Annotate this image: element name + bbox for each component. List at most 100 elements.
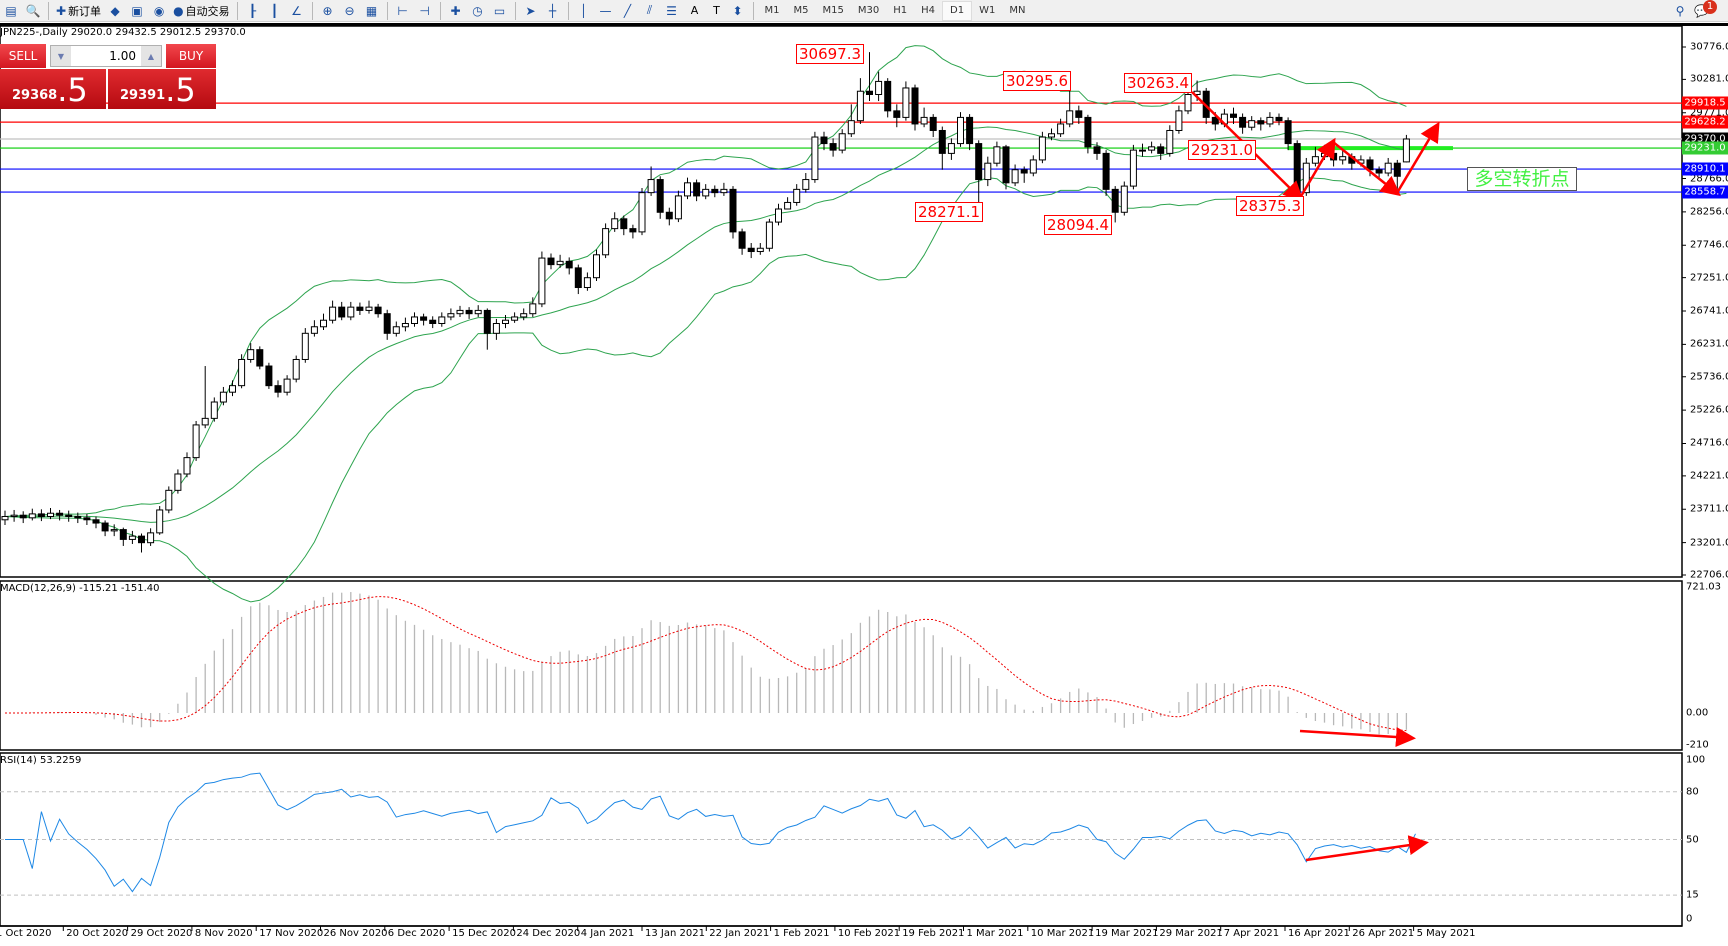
terminal-button[interactable]: ▣ (126, 1, 148, 21)
timeframe-m15-button[interactable]: M15 (822, 5, 844, 16)
line-chart-icon: ∠ (291, 3, 302, 18)
candle-body (1157, 146, 1165, 154)
timeframe-mn-button[interactable]: MN (1009, 5, 1026, 16)
candle (684, 177, 691, 200)
new-chart-button[interactable]: ▤ (0, 1, 22, 21)
tile-windows-button[interactable]: ▦ (361, 1, 383, 21)
trend-reversal-note[interactable]: 多空转折点 (1467, 167, 1577, 191)
zoom-out-button[interactable]: ⊖ (339, 1, 361, 21)
text-label-button[interactable]: T (705, 1, 727, 21)
timeframe-m5-button[interactable]: M5 (793, 5, 809, 16)
new-order-button[interactable]: ✚ 新订单 (53, 1, 104, 21)
price-tick-label: 25736.0 (1690, 371, 1728, 383)
equidistant-channel-icon: ⫽ (646, 3, 653, 17)
search-icon[interactable]: ⚲ (1675, 3, 1685, 18)
fibonacci-button[interactable]: ☰ (661, 1, 683, 21)
bollinger-upper-band (4, 45, 1407, 518)
candle-body (975, 143, 983, 181)
candle-body (447, 313, 455, 318)
candlestick-button[interactable]: ┃ (264, 1, 286, 21)
candle (65, 510, 73, 522)
candle-body (301, 332, 309, 360)
timeframe-d1-button[interactable]: D1 (942, 0, 973, 21)
autoscroll-icon: ⊣ (419, 3, 430, 18)
price-tick-label: 30281.0 (1690, 73, 1728, 85)
macd-tick-label: 0.00 (1686, 707, 1709, 719)
candle (1093, 142, 1101, 160)
red-trend-arrow (1299, 727, 1416, 748)
text-button[interactable]: A (683, 1, 705, 21)
candle-body (28, 513, 36, 519)
candle (147, 528, 155, 546)
sell-price-button[interactable]: 29368 .5 (0, 69, 106, 109)
periods-button[interactable]: ◷ (467, 1, 489, 21)
candle (1230, 107, 1237, 124)
arrows-button[interactable]: ⬍ (727, 1, 749, 21)
candle (1257, 117, 1265, 131)
candle-body (565, 260, 573, 269)
date-label: 26 Apr 2021 (1352, 928, 1415, 939)
candle (283, 375, 291, 396)
candle-body (292, 358, 300, 380)
sell-button[interactable]: SELL (0, 44, 46, 68)
crosshair-button[interactable]: ┼ (542, 1, 564, 21)
price-annotation: 28271.1 (915, 202, 984, 222)
price-level-tag: 29628.2 (1682, 115, 1728, 129)
bollinger-lower-band (4, 176, 1407, 603)
volume-increase-button[interactable]: ▲ (141, 46, 161, 66)
zoom-in-button[interactable]: ⊕ (317, 1, 339, 21)
metaeditor-button[interactable]: ◆ (104, 1, 126, 21)
macd-tick-label: -210 (1686, 739, 1709, 751)
price-tick-label: 23201.0 (1690, 537, 1728, 549)
candle (383, 309, 391, 340)
horizontal-line-button[interactable]: — (595, 1, 617, 21)
candle (265, 362, 273, 389)
equidistant-channel-button[interactable]: ⫽ (639, 1, 661, 21)
zoom-window-button[interactable]: 🔍 (22, 1, 44, 21)
candle (1029, 155, 1037, 177)
crosshair-icon: ┼ (548, 3, 557, 18)
buy-price-button[interactable]: 29391 .5 (108, 69, 216, 109)
candle (866, 52, 873, 102)
candle-body (938, 129, 946, 154)
autoscroll-button[interactable]: ⊣ (414, 1, 436, 21)
candle (74, 512, 82, 524)
auto-trading-button[interactable]: ● 自动交易 (170, 1, 232, 21)
templates-icon: ▭ (493, 3, 506, 18)
candle-body (538, 257, 546, 305)
timeframe-h1-button[interactable]: H1 (893, 5, 908, 16)
candle (784, 197, 792, 210)
buy-button[interactable]: BUY (166, 44, 216, 68)
toolbar-separator (48, 1, 49, 20)
line-chart-button[interactable]: ∠ (286, 1, 308, 21)
candle-body (884, 80, 892, 112)
candle-body (656, 179, 664, 213)
signals-button[interactable]: ◉ (148, 1, 170, 21)
trendline-button[interactable]: ╱ (617, 1, 639, 21)
price-tick-label: 28256.0 (1690, 206, 1728, 218)
timeframe-w1-button[interactable]: W1 (979, 5, 996, 16)
red-trend-arrow (1332, 141, 1401, 197)
price-tick-label: 29771.0 (1690, 107, 1728, 119)
templates-button[interactable]: ▭ (489, 1, 511, 21)
indicators-button[interactable]: ✚ (445, 1, 467, 21)
vertical-line-button[interactable]: │ (573, 1, 595, 21)
timeframe-h4-button[interactable]: H4 (921, 5, 936, 16)
candle-body (1248, 120, 1256, 128)
candle (1284, 117, 1292, 151)
candle-body (265, 365, 273, 387)
volume-stepper[interactable]: ▼ 1.00 ▲ (50, 45, 162, 67)
notifications-button[interactable]: 💬 1 (1691, 0, 1720, 21)
price-tick-label: 23711.0 (1690, 503, 1728, 515)
price-level-tag: 28910.1 (1682, 162, 1728, 176)
chart-shift-button[interactable]: ⊢ (392, 1, 414, 21)
timeframe-m30-button[interactable]: M30 (857, 5, 880, 16)
candle-body (947, 143, 955, 154)
cursor-button[interactable]: ➤ (520, 1, 542, 21)
volume-decrease-button[interactable]: ▼ (51, 46, 71, 66)
bar-chart-button[interactable]: ┠ (242, 1, 264, 21)
candle (229, 380, 236, 397)
volume-input[interactable]: 1.00 (109, 49, 136, 63)
timeframe-m1-button[interactable]: M1 (764, 5, 780, 16)
